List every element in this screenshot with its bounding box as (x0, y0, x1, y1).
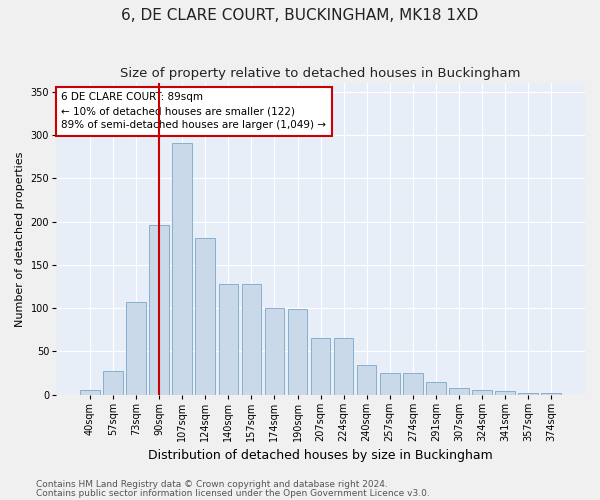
Bar (334, 338, 353, 394)
Bar (103, 372, 123, 394)
Bar (357, 366, 376, 394)
Bar (311, 338, 331, 394)
Bar (80, 390, 100, 394)
Text: 6, DE CLARE COURT, BUCKINGHAM, MK18 1XD: 6, DE CLARE COURT, BUCKINGHAM, MK18 1XD (121, 8, 479, 22)
Bar (288, 309, 307, 394)
Bar (218, 284, 238, 395)
Bar (495, 392, 515, 394)
Bar (172, 143, 192, 395)
X-axis label: Distribution of detached houses by size in Buckingham: Distribution of detached houses by size … (148, 450, 493, 462)
Bar (149, 225, 169, 394)
Bar (472, 390, 492, 394)
Title: Size of property relative to detached houses in Buckingham: Size of property relative to detached ho… (121, 68, 521, 80)
Bar (449, 388, 469, 394)
Text: 6 DE CLARE COURT: 89sqm
← 10% of detached houses are smaller (122)
89% of semi-d: 6 DE CLARE COURT: 89sqm ← 10% of detache… (61, 92, 326, 130)
Bar (426, 382, 446, 394)
Bar (196, 238, 215, 394)
Text: Contains HM Land Registry data © Crown copyright and database right 2024.: Contains HM Land Registry data © Crown c… (36, 480, 388, 489)
Text: Contains public sector information licensed under the Open Government Licence v3: Contains public sector information licen… (36, 488, 430, 498)
Bar (380, 373, 400, 394)
Y-axis label: Number of detached properties: Number of detached properties (15, 151, 25, 326)
Bar (403, 373, 422, 394)
Bar (518, 393, 538, 394)
Bar (265, 308, 284, 394)
Bar (126, 302, 146, 394)
Bar (541, 393, 561, 394)
Bar (242, 284, 261, 395)
